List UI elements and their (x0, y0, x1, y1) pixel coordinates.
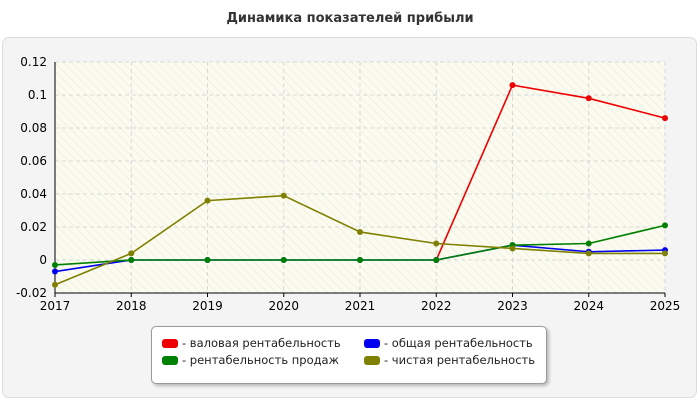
x-tick-label: 2017 (40, 299, 71, 313)
data-point[interactable] (128, 257, 135, 263)
data-point[interactable] (585, 250, 592, 257)
legend-swatch-blue (364, 338, 380, 348)
legend-swatch-green (162, 355, 178, 365)
data-point[interactable] (52, 281, 58, 288)
legend-item-sales[interactable]: - рентабельность продаж (162, 353, 339, 367)
legend-swatch-red (162, 338, 178, 348)
legend-label: - общая рентабельность (384, 336, 533, 350)
legend-label: - валовая рентабельность (182, 336, 341, 350)
x-tick-label: 2023 (497, 299, 528, 313)
x-tick-label: 2024 (573, 299, 604, 313)
x-tick-label: 2018 (116, 299, 147, 313)
series-group (52, 82, 668, 288)
x-tick-label: 2020 (268, 299, 299, 313)
series-line (435, 84, 666, 261)
data-point[interactable] (128, 250, 135, 257)
legend-label: - чистая рентабельность (384, 353, 536, 367)
data-point[interactable] (509, 245, 516, 252)
x-tick-label: 2019 (192, 299, 223, 313)
y-tick-label: -0.02 (16, 286, 47, 300)
data-point[interactable] (662, 222, 668, 229)
legend-swatch-olive (364, 355, 380, 365)
legend-item-gross[interactable]: - валовая рентабельность (162, 336, 341, 350)
data-point[interactable] (509, 82, 516, 89)
legend: - валовая рентабельность - общая рентабе… (151, 326, 547, 384)
y-tick-label: 0.06 (20, 154, 47, 168)
data-point[interactable] (357, 228, 363, 235)
y-tick-label: 0.1 (28, 88, 47, 102)
data-point[interactable] (433, 240, 440, 247)
legend-label: - рентабельность продаж (182, 353, 339, 367)
data-point[interactable] (52, 268, 58, 275)
x-tick-label: 2025 (650, 299, 681, 313)
data-point[interactable] (280, 257, 287, 263)
legend-item-overall[interactable]: - общая рентабельность (364, 336, 533, 350)
data-point[interactable] (662, 115, 668, 122)
axes: -0.02 0 0.02 0.04 0.06 0.08 0.1 0.12 2017 2018 201… (16, 55, 680, 313)
y-tick-label: 0.12 (20, 55, 47, 69)
x-tick-label: 2021 (345, 299, 376, 313)
data-point[interactable] (585, 240, 592, 247)
data-point[interactable] (662, 250, 668, 257)
data-point[interactable] (204, 197, 211, 204)
data-point[interactable] (357, 257, 363, 263)
x-tick-label: 2022 (421, 299, 452, 313)
data-point[interactable] (433, 257, 440, 263)
y-tick-label: 0.02 (20, 220, 47, 234)
legend-item-net[interactable]: - чистая рентабельность (364, 353, 535, 367)
y-tick-label: 0.04 (20, 187, 47, 201)
data-point[interactable] (585, 95, 592, 102)
data-point[interactable] (52, 261, 58, 268)
data-point[interactable] (280, 192, 287, 199)
y-tick-label: 0 (39, 253, 47, 267)
y-tick-label: 0.08 (20, 121, 47, 135)
chart-title: Динамика показателей прибыли (226, 11, 474, 26)
data-point[interactable] (204, 257, 211, 263)
